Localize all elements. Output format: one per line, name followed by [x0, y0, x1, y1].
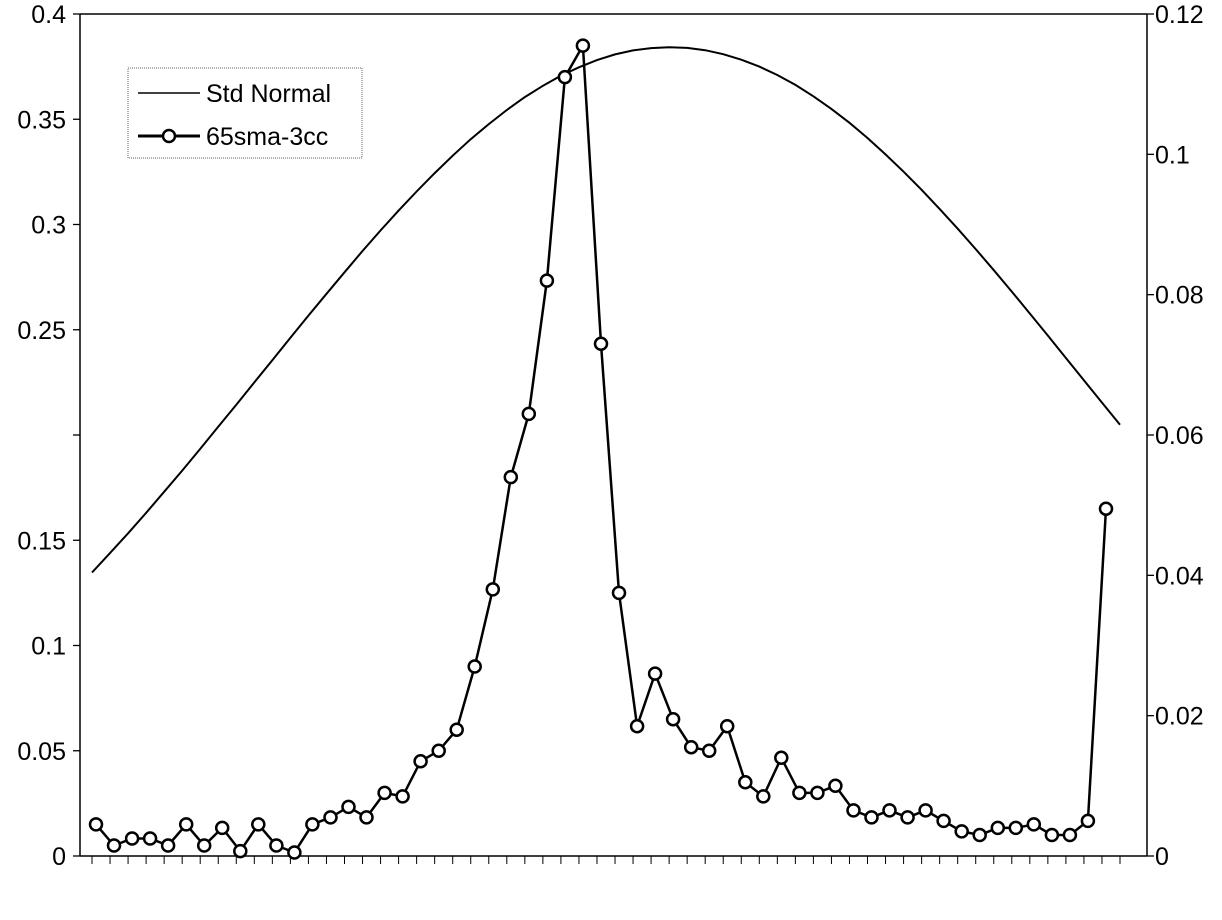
65sma-3cc-point — [485, 582, 501, 597]
left-tick-label: 0.35 — [17, 106, 66, 134]
left-tick-label: 0 — [52, 843, 66, 871]
65sma-3cc-point — [178, 817, 194, 832]
65sma-3cc-point — [828, 778, 843, 794]
65sma-3cc-point — [1098, 501, 1114, 516]
left-tick-label: 0.4 — [31, 1, 66, 29]
std-normal-line — [91, 46, 1121, 574]
65sma-3cc-point — [106, 838, 122, 853]
65sma-3cc-point — [160, 838, 176, 853]
65sma-3cc-point — [305, 817, 320, 832]
65sma-3cc-point — [756, 789, 771, 804]
65sma-3cc-point — [575, 38, 591, 53]
65sma-3cc-point — [521, 406, 537, 422]
65sma-3cc-point — [467, 659, 482, 674]
65sma-3cc-point — [1062, 827, 1078, 843]
65sma-3cc-point — [846, 803, 861, 818]
left-tick-label: 0.1 — [31, 633, 66, 661]
left-tick-label: 0.15 — [17, 527, 66, 555]
65sma-3cc-point — [503, 469, 519, 485]
left-tick-label: 0.3 — [31, 212, 66, 240]
series-65sma-3cc — [88, 38, 1114, 860]
65sma-3cc-point — [647, 666, 663, 681]
65sma-3cc-point — [88, 817, 104, 832]
65sma-3cc-point — [719, 718, 735, 734]
65sma-3cc-point — [683, 739, 699, 755]
65sma-3cc-point — [214, 820, 230, 836]
right-tick-label: 0.04 — [1155, 562, 1204, 590]
65sma-3cc-point — [810, 785, 825, 801]
65sma-3cc-point — [539, 273, 555, 288]
65sma-3cc-point — [323, 810, 338, 825]
65sma-3cc-point — [954, 824, 969, 839]
65sma-3cc-point — [431, 743, 446, 759]
legend-std-normal-label: Std Normal — [206, 80, 331, 108]
right-tick-label: 0.12 — [1155, 1, 1204, 29]
65sma-3cc-point — [359, 810, 374, 825]
series-std-normal — [91, 46, 1121, 574]
right-tick-label: 0 — [1155, 843, 1169, 871]
65sma-3cc-point — [774, 750, 789, 766]
65sma-3cc-point — [629, 718, 645, 734]
65sma-3cc-point — [557, 69, 573, 85]
65sma-3cc-point — [287, 845, 302, 860]
65sma-3cc-point — [990, 820, 1006, 836]
65sma-3cc-point — [1080, 813, 1096, 829]
65sma-3cc-point — [251, 817, 266, 832]
right-tick-label: 0.1 — [1155, 141, 1190, 169]
65sma-3cc-point — [738, 775, 753, 790]
65sma-3cc-point — [864, 810, 879, 825]
65sma-3cc-point — [377, 785, 392, 801]
legend: Std Normal 65sma-3cc — [127, 67, 363, 159]
65sma-3cc-point — [882, 803, 897, 818]
left-tick-label: 0.05 — [17, 738, 66, 766]
65sma-3cc-point — [341, 799, 356, 815]
65sma-3cc-point — [1044, 827, 1060, 843]
65sma-3cc-point — [792, 785, 807, 801]
65sma-3cc-point — [1026, 817, 1042, 832]
65sma-3cc-point — [233, 843, 248, 859]
65sma-3cc-point — [269, 838, 284, 853]
legend-65sma-3cc-label: 65sma-3cc — [206, 123, 328, 151]
right-tick-label: 0.08 — [1155, 282, 1204, 310]
left-axis-ticks: 0 0.05 0.1 0.15 0.25 0.3 0.35 0.4 — [17, 1, 80, 871]
65sma-3cc-point — [593, 336, 609, 352]
65sma-3cc-point — [449, 722, 464, 737]
65sma-3cc-point — [124, 831, 140, 846]
65sma-3cc-point — [665, 711, 681, 727]
legend-65sma-3cc-marker-icon — [161, 128, 177, 144]
65sma-3cc-point — [611, 585, 627, 601]
x-axis-ticks — [91, 856, 1121, 864]
right-tick-label: 0.02 — [1155, 703, 1204, 731]
65sma-3cc-point — [196, 838, 212, 853]
65sma-3cc-point — [900, 810, 915, 825]
65sma-3cc-point — [918, 803, 933, 818]
65sma-3cc-point — [701, 743, 717, 759]
left-tick-label: 0.25 — [17, 317, 66, 345]
65sma-3cc-point — [1008, 820, 1024, 836]
65sma-3cc-point — [413, 754, 428, 769]
65sma-3cc-point — [972, 827, 987, 843]
65sma-3cc-point — [395, 789, 410, 804]
65sma-3cc-point — [936, 813, 951, 829]
right-tick-label: 0.06 — [1155, 422, 1204, 450]
right-axis-ticks: 0 0.02 0.04 0.06 0.08 0.1 0.12 — [1147, 1, 1204, 871]
legend-box — [127, 67, 363, 159]
65sma-3cc-line — [95, 41, 1108, 855]
65sma-3cc-point — [142, 831, 158, 846]
